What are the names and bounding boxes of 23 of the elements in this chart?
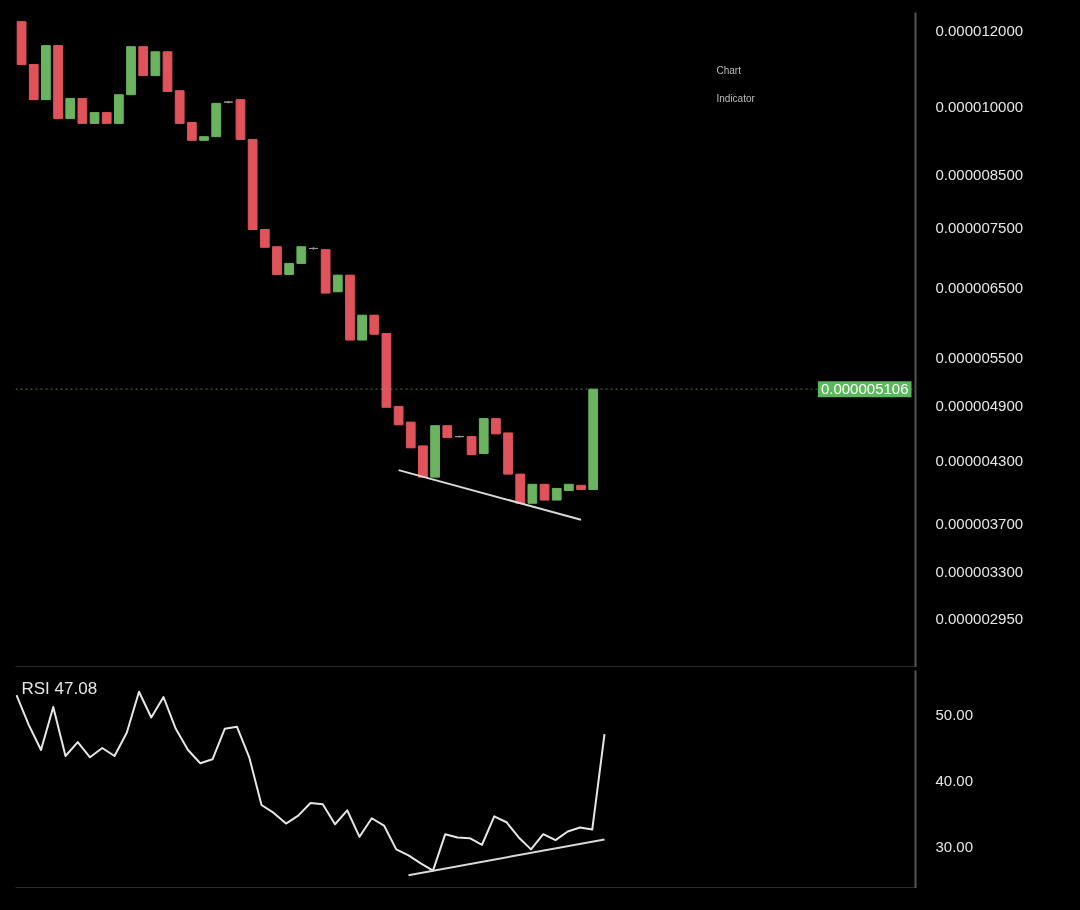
candlestick: [65, 97, 76, 120]
y-tick-label: 30.00: [935, 838, 974, 856]
annotation: RSI 47.08: [21, 679, 98, 698]
y-tick-label: 50.00: [935, 705, 974, 723]
y-tick-label: 0.000002950: [935, 610, 1024, 628]
y-tick-label: 0.000007500: [935, 218, 1024, 236]
y-tick-label: 0.000012000: [935, 21, 1024, 39]
y-tick-label: 0.000003300: [935, 563, 1024, 581]
y-tick-label: 0.000004300: [935, 452, 1024, 470]
y-tick-label: 0.000006500: [935, 278, 1024, 296]
candlestick: [369, 314, 380, 335]
annotation: Indicator: [716, 93, 756, 105]
y-tick-label: 0.000010000: [935, 98, 1024, 116]
candlestick: [527, 483, 538, 505]
y-tick-label: 40.00: [935, 772, 974, 790]
y-tick-label: 0.000003700: [935, 515, 1024, 533]
y-tick-label: 0.000005500: [935, 348, 1024, 366]
annotation: Chart: [716, 65, 742, 77]
ref-line-label: 0.000005106: [820, 380, 909, 398]
y-tick-label: 0.000004900: [935, 397, 1024, 415]
candlestick: [393, 405, 404, 426]
candlestick: [150, 51, 161, 77]
y-tick-label: 0.000008500: [935, 166, 1024, 184]
